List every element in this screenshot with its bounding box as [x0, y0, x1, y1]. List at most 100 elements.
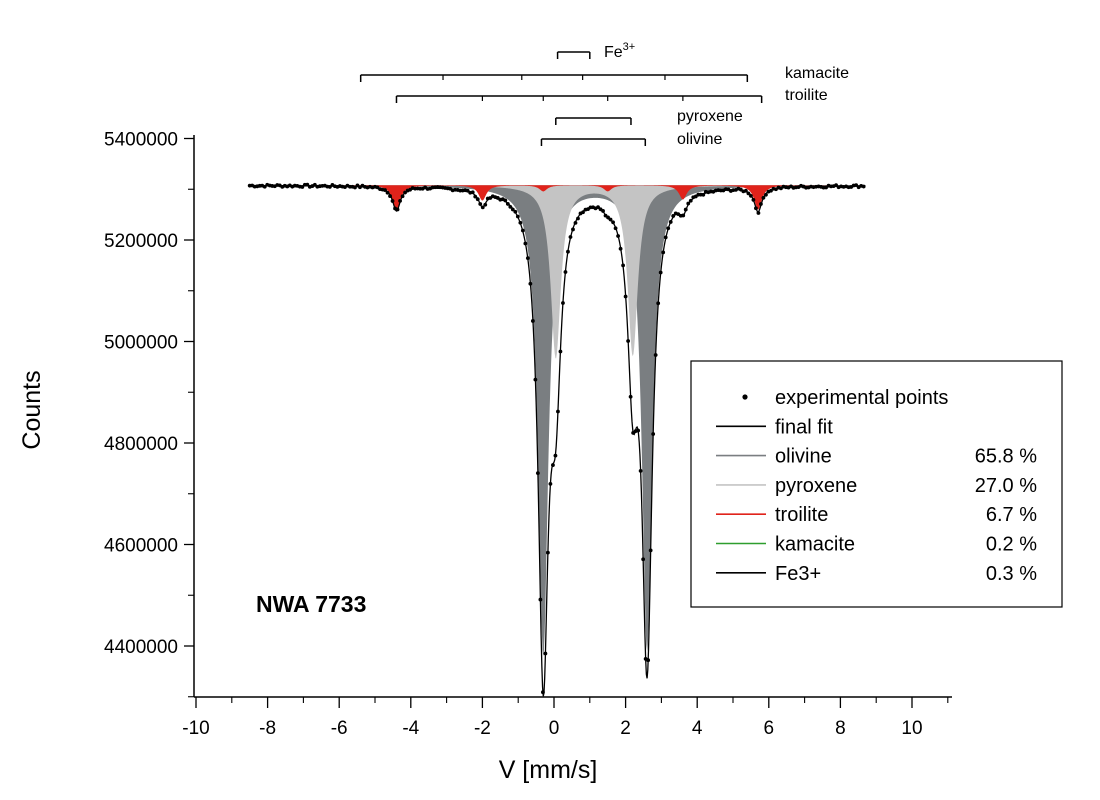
- data-point: [601, 209, 605, 213]
- y-axis-label: Counts: [18, 370, 46, 449]
- legend-percent: 65.8 %: [975, 446, 1037, 468]
- data-point: [528, 281, 533, 286]
- data-point: [759, 202, 763, 206]
- x-tick-label: 0: [549, 718, 560, 739]
- data-point: [653, 353, 658, 357]
- data-point: [548, 481, 553, 486]
- legend-label: troilite: [775, 504, 828, 526]
- axes: [193, 135, 952, 698]
- data-point: [305, 182, 310, 187]
- data-point: [756, 211, 761, 215]
- legend-label: final fit: [775, 416, 833, 438]
- x-tick-label: 8: [835, 718, 846, 739]
- x-tick-label: -2: [474, 718, 491, 739]
- troilite-area: [249, 185, 866, 210]
- data-point: [668, 220, 673, 224]
- data-point: [681, 213, 686, 218]
- data-point: [400, 194, 405, 199]
- x-tick-label: 10: [901, 718, 922, 739]
- data-point: [623, 294, 628, 299]
- data-point: [520, 228, 525, 233]
- data-point: [553, 453, 558, 458]
- data-point: [566, 249, 570, 254]
- y-tick-label: 4800000: [104, 434, 178, 455]
- x-tick-label: 6: [764, 718, 775, 739]
- data-point: [749, 193, 753, 198]
- data-point: [761, 195, 766, 200]
- x-tick-label: -8: [259, 718, 276, 739]
- pyroxene-label: pyroxene: [677, 108, 743, 125]
- data-point: [525, 256, 530, 261]
- x-tick-label: -6: [331, 718, 348, 739]
- x-tick-label: -4: [402, 718, 419, 739]
- data-point: [563, 270, 568, 274]
- data-point: [530, 319, 535, 323]
- data-point: [611, 220, 615, 225]
- x-tick-label: -10: [182, 718, 209, 739]
- legend-percent: 6.7 %: [986, 504, 1037, 526]
- data-point: [475, 197, 480, 202]
- legend-label: Fe3+: [775, 563, 821, 585]
- data-point: [686, 201, 691, 206]
- data-point: [661, 250, 666, 255]
- data-point: [861, 184, 866, 189]
- data-point: [510, 207, 515, 212]
- troilite-label: troilite: [785, 87, 828, 104]
- data-point: [300, 185, 305, 189]
- data-point: [688, 198, 693, 203]
- data-point: [505, 202, 510, 206]
- data-point: [571, 227, 575, 232]
- data-point: [556, 409, 560, 414]
- data-point: [751, 197, 756, 202]
- data-point: [683, 207, 688, 212]
- y-ticks: 4400000 4600000 4800000 5000000 5200000 54000…: [104, 130, 194, 698]
- stick-diagram: Fe3+ kamacite troilite pyroxene olivine: [359, 41, 849, 148]
- data-point: [621, 263, 625, 268]
- data-point: [636, 428, 641, 433]
- legend-label: olivine: [775, 446, 832, 468]
- data-point: [576, 216, 580, 221]
- data-point: [613, 226, 618, 231]
- data-point: [608, 217, 613, 222]
- x-tick-label: 2: [620, 718, 631, 739]
- data-point: [666, 226, 671, 231]
- data-point: [538, 597, 543, 602]
- data-point: [638, 469, 643, 473]
- data-point: [641, 557, 646, 562]
- legend-percent: 0.3 %: [986, 563, 1037, 585]
- data-point: [558, 349, 563, 354]
- data-point: [523, 241, 528, 246]
- data-point: [701, 192, 706, 197]
- pyroxene-area: [249, 185, 866, 359]
- y-tick-label: 5000000: [104, 333, 178, 354]
- data-point: [353, 185, 357, 190]
- data-point: [754, 206, 758, 211]
- data-point: [388, 194, 392, 198]
- data-point: [573, 220, 578, 225]
- data-point: [478, 202, 483, 206]
- data-point: [543, 651, 548, 656]
- sample-label: NWA 7733: [256, 591, 366, 617]
- data-point: [541, 690, 545, 695]
- legend-marker: [742, 394, 748, 400]
- data-point: [606, 215, 610, 220]
- data-point: [671, 214, 676, 218]
- data-point: [646, 658, 651, 663]
- data-point: [518, 220, 523, 225]
- data-point: [628, 394, 633, 399]
- data-point: [473, 194, 478, 199]
- data-point: [658, 270, 663, 275]
- data-point: [626, 339, 631, 343]
- data-point: [395, 207, 400, 212]
- data-point: [648, 548, 653, 553]
- data-point: [854, 183, 859, 188]
- data-point: [743, 188, 748, 193]
- legend-percent: 0.2 %: [986, 534, 1037, 556]
- legend-percent: 27.0 %: [975, 475, 1037, 497]
- legend-box: [690, 360, 1063, 608]
- data-point: [546, 550, 550, 555]
- data-point: [651, 432, 656, 436]
- data-point: [483, 202, 488, 207]
- data-point: [385, 190, 390, 195]
